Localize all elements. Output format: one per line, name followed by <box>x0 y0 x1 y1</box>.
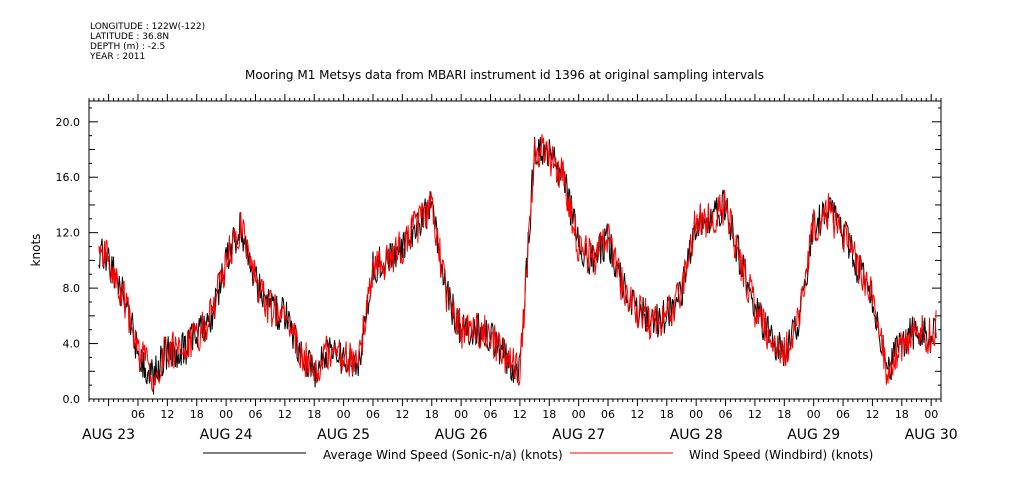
x-day-label: AUG 24 <box>200 427 253 443</box>
x-hour-label: 06 <box>248 408 262 421</box>
x-day-label: AUG 27 <box>552 427 605 443</box>
y-tick-label: 0.0 <box>63 393 81 406</box>
x-hour-label: 06 <box>836 408 850 421</box>
x-hour-label: 12 <box>630 408 644 421</box>
x-hour-label: 00 <box>337 408 351 421</box>
x-hour-label: 06 <box>601 408 615 421</box>
x-day-label: AUG 26 <box>435 427 488 443</box>
x-day-label: AUG 30 <box>905 427 958 443</box>
x-hour-label: 06 <box>366 408 380 421</box>
x-hour-label: 18 <box>660 408 674 421</box>
plot-frame <box>88 100 942 400</box>
y-tick-label: 4.0 <box>63 338 81 351</box>
x-day-label: AUG 28 <box>670 427 723 443</box>
longitude-label: LONGITUDE : 122W(-122) <box>90 22 206 32</box>
x-day-label: AUG 23 <box>82 427 135 443</box>
x-hour-label: 12 <box>513 408 527 421</box>
y-tick-label: 16.0 <box>56 171 81 184</box>
x-hour-label: 18 <box>425 408 439 421</box>
depth-label: DEPTH (m) : -2.5 <box>90 42 166 52</box>
series-windbird-line <box>98 134 937 392</box>
x-hour-label: 12 <box>395 408 409 421</box>
x-hour-label: 00 <box>807 408 821 421</box>
series-sonic-line <box>98 137 937 395</box>
x-hour-label: 18 <box>542 408 556 421</box>
x-hour-label: 00 <box>454 408 468 421</box>
x-hour-label: 00 <box>689 408 703 421</box>
x-hour-label: 18 <box>307 408 321 421</box>
x-hour-label: 18 <box>895 408 909 421</box>
x-day-label: AUG 29 <box>787 427 840 443</box>
x-hour-label: 06 <box>719 408 733 421</box>
x-day-label: AUG 25 <box>317 427 370 443</box>
x-hour-label: 00 <box>219 408 233 421</box>
latitude-label: LATITUDE : 36.8N <box>90 32 170 42</box>
x-hour-label: 12 <box>865 408 879 421</box>
x-hour-label: 00 <box>924 408 938 421</box>
x-hour-label: 00 <box>572 408 586 421</box>
y-tick-label: 8.0 <box>63 282 81 295</box>
year-label: YEAR : 2011 <box>90 52 146 62</box>
x-hour-label: 18 <box>190 408 204 421</box>
legend-label-sonic: Average Wind Speed (Sonic-n/a) (knots) <box>323 448 563 462</box>
x-hour-label: 12 <box>278 408 292 421</box>
x-hour-label: 06 <box>484 408 498 421</box>
x-hour-label: 18 <box>777 408 791 421</box>
chart-title: Mooring M1 Metsys data from MBARI instru… <box>245 68 764 82</box>
legend-label-windbird: Wind Speed (Windbird) (knots) <box>689 448 873 462</box>
x-hour-label: 12 <box>160 408 174 421</box>
x-hour-label: 12 <box>748 408 762 421</box>
x-hour-label: 06 <box>131 408 145 421</box>
y-tick-label: 20.0 <box>56 116 81 129</box>
y-axis-label: knots <box>29 234 43 267</box>
y-tick-label: 12.0 <box>56 227 81 240</box>
